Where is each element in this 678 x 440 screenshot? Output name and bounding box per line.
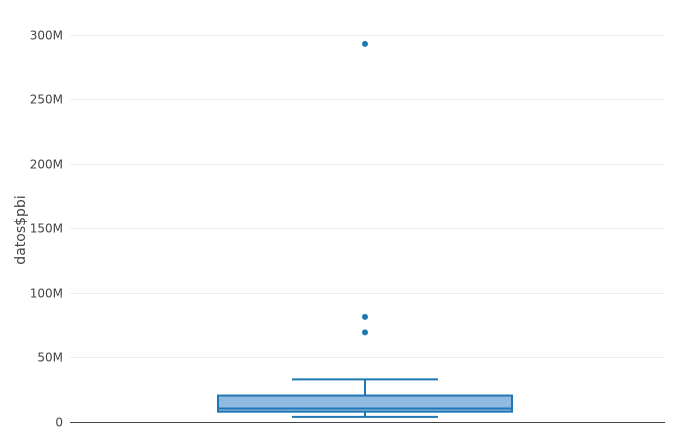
y-tick-label: 250M — [30, 93, 63, 107]
y-tick-label: 50M — [37, 351, 63, 365]
gridlines — [70, 35, 665, 423]
y-axis-tick-labels: 0 50M 100M 150M 200M 250M 300M — [30, 29, 63, 430]
box-series — [217, 40, 513, 418]
y-tick-label: 150M — [30, 222, 63, 236]
plot-area — [217, 40, 513, 418]
y-tick-label: 200M — [30, 158, 63, 172]
outlier-point — [362, 329, 368, 336]
outlier-point — [362, 40, 368, 47]
y-tick-label: 100M — [30, 287, 63, 301]
y-tick-label: 0 — [55, 416, 63, 430]
y-tick-label: 300M — [30, 29, 63, 43]
y-axis-title: datos$pbi — [13, 195, 29, 264]
outlier-point — [362, 313, 368, 320]
